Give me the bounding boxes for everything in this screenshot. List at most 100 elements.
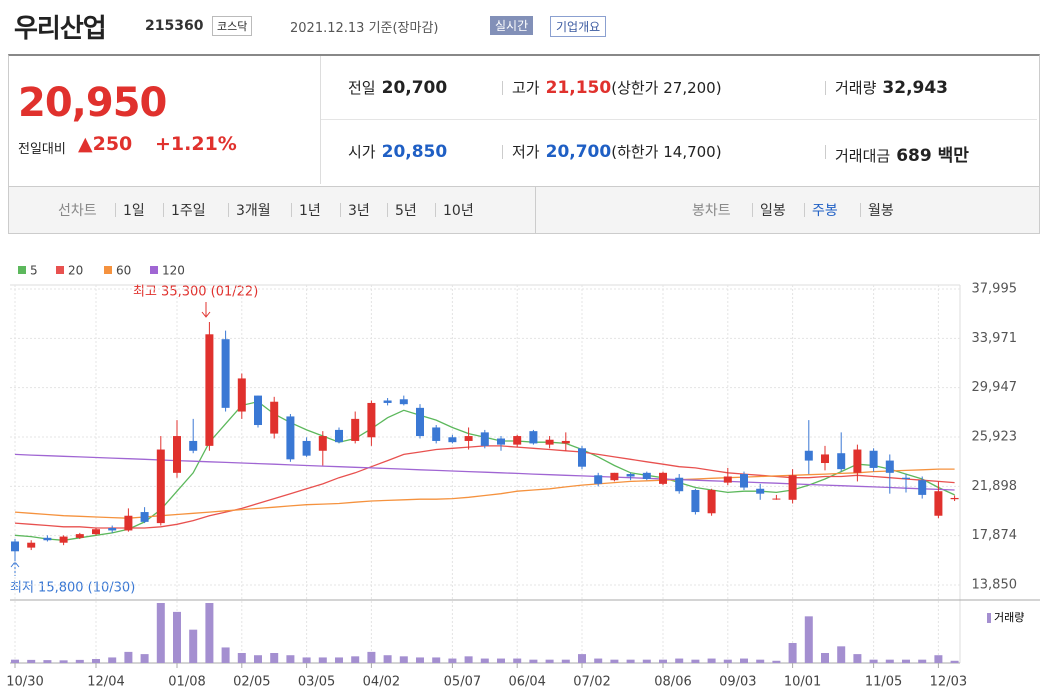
tab[interactable]: 3년 [348, 203, 370, 219]
candle-body [383, 400, 392, 403]
divider [228, 203, 229, 217]
y-tick-label: 33,971 [972, 331, 1018, 346]
stat-note: (하한가 14,700) [611, 143, 722, 161]
volume-bar [286, 655, 295, 663]
volume-bar [497, 658, 505, 663]
y-tick-label: 13,850 [972, 578, 1018, 593]
volume-bar [221, 647, 230, 663]
legend-swatch [104, 266, 112, 274]
tab[interactable]: 일봉 [760, 203, 786, 219]
candle-body [804, 450, 813, 461]
overview-button[interactable]: 기업개요 [550, 16, 607, 37]
tab[interactable]: 1년 [299, 203, 321, 219]
candle-body [43, 537, 52, 541]
y-tick-label: 29,947 [972, 380, 1018, 395]
tab[interactable]: 3개월 [236, 203, 271, 219]
volume-bar [707, 658, 716, 663]
divider [291, 203, 292, 217]
candle-body [659, 472, 667, 484]
volume-bar [529, 659, 538, 663]
volume-bar [448, 658, 457, 663]
x-tick-label: 10/01 [784, 675, 821, 690]
candle-body [610, 472, 619, 481]
x-tick-label: 05/07 [444, 675, 481, 690]
volume-bar [399, 656, 408, 663]
stat-value: 20,850 [381, 142, 448, 162]
volume-bar [594, 658, 603, 663]
x-tick-label: 12/04 [87, 675, 124, 690]
candle-body [561, 440, 570, 444]
volume-bar [367, 651, 376, 663]
legend-swatch [18, 266, 26, 274]
divider [860, 203, 861, 217]
candle-body [286, 416, 295, 460]
y-tick-label: 37,995 [972, 282, 1018, 297]
ma-line [14, 468, 955, 519]
candle-body [918, 480, 927, 495]
stat-value: 21,150 [545, 78, 612, 98]
candle-body [497, 438, 505, 445]
stat-label: 저가 [512, 143, 540, 161]
candle-body [821, 454, 829, 464]
volume-bar [740, 658, 748, 663]
candle-body [869, 450, 878, 468]
tab[interactable]: 1일 [123, 203, 145, 219]
candle-body [691, 489, 700, 513]
y-tick-label: 21,898 [972, 479, 1018, 494]
volume-bar [383, 655, 392, 663]
volume-bar [43, 660, 52, 663]
tab[interactable]: 1주일 [171, 203, 206, 219]
volume-legend-swatch [987, 613, 991, 623]
candle-body [950, 497, 959, 500]
x-tick-label: 10/30 [6, 675, 43, 690]
volume-bar [92, 659, 100, 663]
candle-body [707, 489, 716, 514]
candle-body [173, 436, 181, 473]
tab[interactable]: 월봉 [868, 203, 894, 219]
stat-label: 거래대금 [835, 147, 891, 165]
max-arrow [201, 302, 211, 318]
stock-code: 215360 [145, 18, 204, 34]
volume-bar [788, 643, 797, 663]
divider [435, 203, 436, 217]
x-tick-label: 09/03 [719, 675, 756, 690]
candle-body [75, 534, 84, 538]
volume-bar [659, 659, 667, 663]
legend-label: 20 [68, 264, 83, 278]
volume-bar [205, 603, 214, 663]
stock-name: 우리산업 [14, 14, 107, 44]
volume-bar [885, 659, 894, 663]
tab[interactable]: 5년 [395, 203, 417, 219]
volume-bar [156, 603, 165, 663]
volume-bar [335, 657, 343, 663]
volume-bar [545, 659, 554, 663]
stat-note: (상한가 27,200) [611, 79, 722, 97]
candle-body [740, 474, 748, 488]
candle-body [11, 541, 19, 552]
candle-body [853, 449, 862, 473]
legend-label: 120 [162, 264, 185, 278]
stat-label: 전일 [348, 79, 376, 97]
tab[interactable]: 주봉 [812, 203, 838, 219]
volume-bar [189, 629, 198, 663]
tab[interactable]: 10년 [443, 203, 474, 219]
candle-body [432, 427, 441, 441]
stat-value: 20,700 [545, 142, 612, 162]
y-tick-label: 17,874 [972, 528, 1018, 543]
change-pct: +1.21% [155, 133, 237, 155]
volume-bar [173, 611, 181, 663]
realtime-button[interactable]: 실시간 [490, 16, 534, 35]
candle-body [189, 440, 198, 451]
divider [320, 56, 321, 184]
x-tick-label: 01/08 [168, 675, 205, 690]
volume-bar [578, 654, 586, 663]
candle-body [772, 498, 781, 500]
candle-body [335, 429, 343, 443]
stat: 고가 21,150(상한가 27,200) [512, 77, 722, 98]
candle-body [367, 402, 376, 438]
volume-bar [464, 656, 473, 663]
candle-body [545, 439, 554, 445]
candle-body [934, 491, 943, 516]
volume-bar [642, 659, 651, 663]
stat-label: 거래량 [835, 79, 877, 97]
